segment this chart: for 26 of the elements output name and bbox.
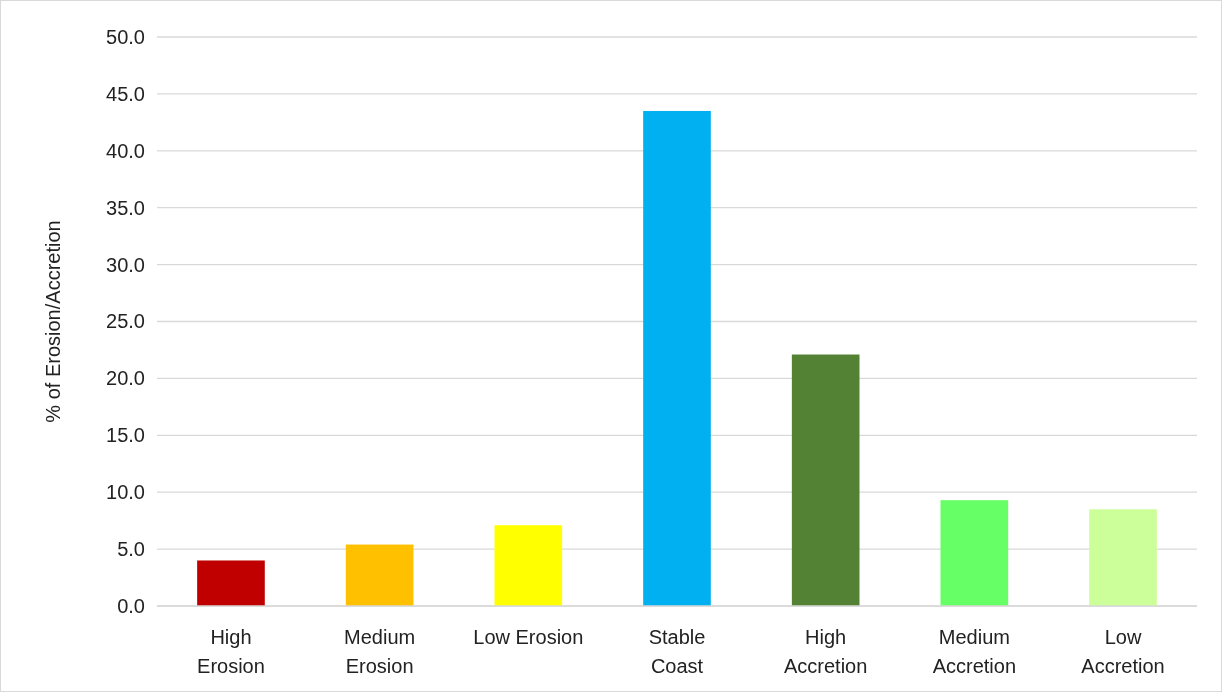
bar <box>1089 509 1157 606</box>
x-tick-label: Low Erosion <box>473 626 584 648</box>
bar <box>345 544 414 606</box>
x-tick-label: Medium Accretion <box>932 626 1017 677</box>
x-tick-label: Medium Erosion <box>344 626 416 677</box>
y-tick-label: 10.0 <box>106 481 145 504</box>
y-tick-label: 0.0 <box>117 594 145 617</box>
x-tick-label: High Accretion <box>783 626 868 677</box>
y-tick-label: 25.0 <box>106 310 145 333</box>
x-tick-label: High Erosion <box>197 626 265 677</box>
y-tick-label: 35.0 <box>106 196 145 219</box>
y-axis-title: % of Erosion/Accretion <box>42 220 64 423</box>
bar <box>643 110 711 606</box>
y-tick-label: 15.0 <box>106 424 145 447</box>
y-tick-label: 50.0 <box>106 25 145 48</box>
y-tick-label: 20.0 <box>106 367 145 390</box>
y-tick-label: 45.0 <box>106 82 145 105</box>
bar <box>197 560 265 606</box>
bar <box>791 354 860 606</box>
y-tick-label: 40.0 <box>106 139 145 162</box>
bar <box>940 500 1009 606</box>
x-tick-label: Stable Coast <box>648 626 706 677</box>
y-tick-label: 30.0 <box>106 253 145 276</box>
x-tick-label: Low Accretion <box>1081 626 1165 677</box>
bar <box>494 525 563 606</box>
y-tick-label: 5.0 <box>117 538 145 560</box>
